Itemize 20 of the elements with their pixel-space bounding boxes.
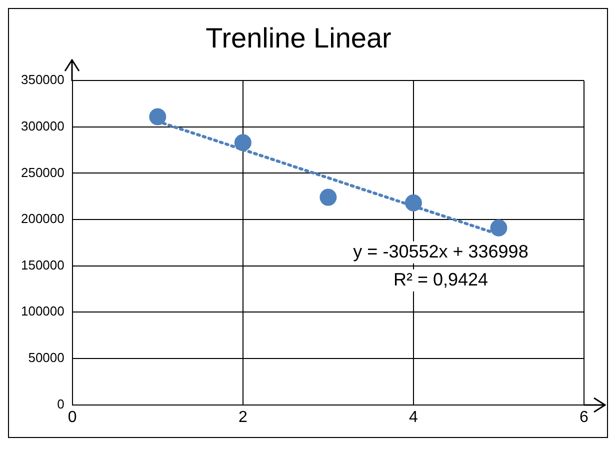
x-tick-label: 2 <box>238 408 248 426</box>
y-tick-label: 300000 <box>20 118 64 134</box>
y-tick-label: 0 <box>57 396 64 412</box>
point <box>234 134 252 152</box>
y-tick-label: 50000 <box>28 350 64 366</box>
x-tick-label: 4 <box>409 408 418 426</box>
y-tick-label: 350000 <box>20 72 64 88</box>
point <box>149 108 166 126</box>
y-tick-label: 250000 <box>20 164 64 180</box>
annotation: R² = 0,9424 <box>393 269 488 290</box>
point <box>404 194 422 212</box>
x-tick-label: 6 <box>580 408 589 426</box>
chart-title: Trenline Linear <box>206 22 392 54</box>
y-tick-label: 150000 <box>20 257 64 272</box>
x-tick-label: 0 <box>68 408 77 426</box>
y-tick-label: 200000 <box>20 211 64 226</box>
annotation: y = -30552x + 336998 <box>353 241 528 262</box>
point <box>490 219 508 236</box>
y-tick-label: 100000 <box>20 304 64 319</box>
point <box>320 188 337 206</box>
